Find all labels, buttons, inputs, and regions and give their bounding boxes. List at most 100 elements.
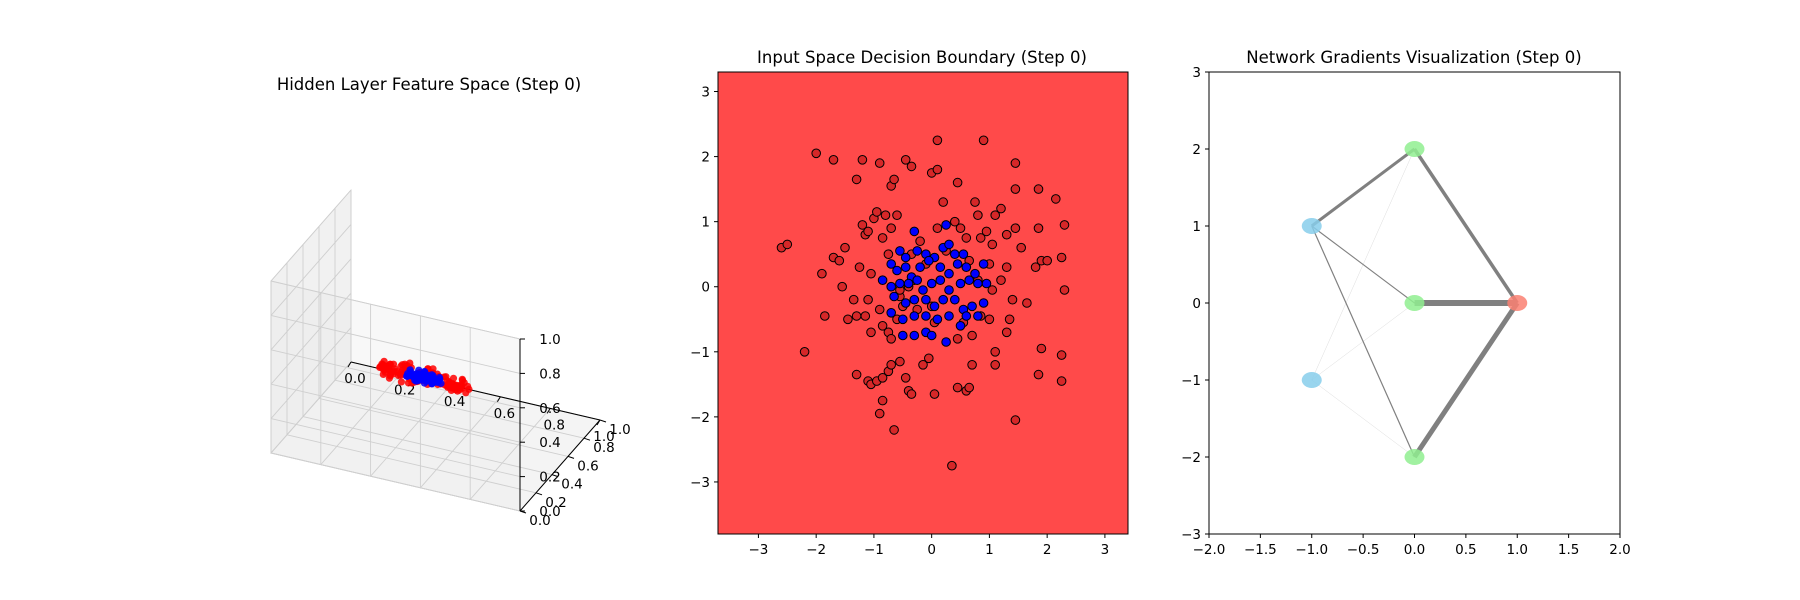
blue-class-point bbox=[898, 314, 908, 325]
blue-class-point bbox=[973, 311, 983, 321]
red-class-point bbox=[990, 360, 1001, 370]
blue-class-point bbox=[892, 265, 902, 276]
grid-line bbox=[270, 314, 521, 374]
blue-class-point bbox=[909, 294, 920, 305]
gradient-edge bbox=[1311, 225, 1416, 458]
red-class-point bbox=[860, 311, 871, 321]
blue-class-point bbox=[431, 375, 439, 383]
red-class-point bbox=[1033, 184, 1044, 194]
red-class-point bbox=[895, 356, 905, 367]
red-class-point bbox=[915, 236, 925, 246]
y-tick-label: 0.4 bbox=[561, 477, 582, 493]
blue-class-point bbox=[941, 337, 951, 347]
blue-class-point bbox=[958, 249, 969, 259]
x-tick-label: 0.8 bbox=[543, 417, 564, 433]
red-class-point bbox=[932, 135, 943, 146]
gradient-edge bbox=[1311, 148, 1415, 381]
red-class-point bbox=[811, 148, 822, 159]
y-tick-label: −1 bbox=[690, 345, 710, 361]
red-class-point bbox=[1033, 223, 1044, 233]
y-tick-label: 0.0 bbox=[529, 513, 550, 529]
y-tick-label: 3 bbox=[701, 85, 710, 101]
hidden-layer-points bbox=[376, 357, 473, 397]
blue-class-point bbox=[964, 275, 975, 286]
x-tick-label: 0 bbox=[927, 542, 936, 558]
x-tick-label: −0.5 bbox=[1347, 542, 1380, 558]
red-class-point bbox=[889, 174, 899, 185]
red-class-point bbox=[863, 294, 873, 305]
network-title: Network Gradients Visualization (Step 0) bbox=[1246, 48, 1581, 67]
network-ticks: −2.0 −1.5 −1.0 −0.5 0.0 0.5 1.0 1.5 2.0 −3 −2 −1 0 1 2… bbox=[1181, 65, 1631, 558]
gradient-edge bbox=[1310, 147, 1416, 228]
grid-line bbox=[270, 280, 521, 340]
network-edges bbox=[1310, 147, 1520, 459]
red-class-point bbox=[782, 239, 793, 250]
red-class-point bbox=[1010, 184, 1021, 194]
x-tick-label: 0.0 bbox=[344, 371, 365, 387]
red-class-point bbox=[851, 369, 862, 380]
gradient-edge bbox=[1412, 301, 1520, 459]
red-class-point bbox=[987, 239, 998, 250]
x-tick-label: 2 bbox=[1043, 542, 1052, 558]
blue-class-point bbox=[886, 281, 897, 292]
red-class-point bbox=[442, 373, 450, 381]
red-class-point bbox=[996, 275, 1006, 286]
network-nodes bbox=[1301, 141, 1528, 465]
x-tick-mark bbox=[496, 396, 501, 403]
red-class-point bbox=[828, 155, 839, 165]
red-class-point bbox=[900, 155, 911, 165]
grid-line bbox=[270, 292, 352, 385]
x-tick-label: −1 bbox=[864, 542, 884, 558]
grid-line bbox=[270, 361, 352, 454]
red-class-point bbox=[1051, 194, 1061, 204]
blue-class-point bbox=[944, 268, 954, 279]
red-class-point bbox=[880, 210, 891, 220]
y-tick-mark bbox=[583, 437, 591, 441]
red-class-point bbox=[952, 382, 963, 393]
network-node bbox=[1301, 372, 1322, 388]
blue-class-point bbox=[409, 372, 417, 380]
network-node bbox=[1404, 295, 1425, 311]
x-tick-label: −1.5 bbox=[1244, 542, 1277, 558]
red-class-point bbox=[866, 268, 876, 279]
red-class-point bbox=[397, 371, 405, 379]
input-space-panel: Input Space Decision Boundary (Step 0) −… bbox=[690, 48, 1129, 558]
blue-class-point bbox=[403, 372, 411, 380]
red-class-point bbox=[1001, 327, 1012, 338]
blue-class-point bbox=[926, 330, 937, 341]
red-class-point bbox=[996, 203, 1006, 214]
red-class-point bbox=[447, 386, 455, 394]
red-class-point bbox=[938, 197, 949, 207]
blue-class-point bbox=[915, 262, 925, 273]
grid-line bbox=[270, 349, 521, 409]
x-tick-mark bbox=[596, 419, 601, 426]
blue-class-point bbox=[909, 330, 920, 341]
y-tick-mark bbox=[535, 492, 543, 496]
red-class-point bbox=[386, 360, 394, 368]
x-tick-label: −2.0 bbox=[1193, 542, 1226, 558]
grid-line bbox=[270, 189, 352, 282]
blue-class-point bbox=[961, 262, 972, 273]
blue-class-point bbox=[967, 301, 977, 312]
red-class-point bbox=[462, 389, 470, 397]
blue-class-point bbox=[912, 275, 923, 286]
blue-class-point bbox=[898, 330, 908, 341]
blue-class-point bbox=[955, 278, 966, 289]
y-tick-label: 0.2 bbox=[545, 495, 566, 511]
red-class-point bbox=[457, 382, 465, 390]
red-class-point bbox=[990, 347, 1001, 357]
blue-class-point bbox=[416, 371, 424, 379]
y-tick-label: 2 bbox=[1192, 142, 1201, 158]
x-tick-label: 1 bbox=[985, 542, 994, 558]
red-class-point bbox=[886, 360, 897, 370]
blue-class-point bbox=[921, 294, 931, 305]
blue-class-point bbox=[886, 308, 897, 318]
red-class-point bbox=[918, 360, 928, 370]
red-class-point bbox=[981, 226, 992, 237]
red-class-point bbox=[932, 164, 943, 175]
x-tick-label: 1.5 bbox=[1558, 542, 1579, 558]
blue-class-point bbox=[973, 278, 983, 289]
red-class-point bbox=[840, 242, 850, 253]
x-tick-label: 0.6 bbox=[494, 406, 515, 422]
x-tick-label: −1.0 bbox=[1295, 542, 1328, 558]
